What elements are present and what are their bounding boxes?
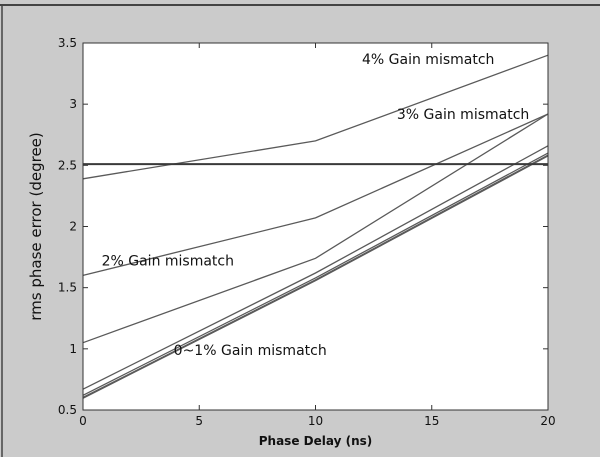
x-axis-label: Phase Delay (ns) [259,434,373,448]
y-tick-label: 3.5 [58,36,77,50]
series-line-6 [82,54,549,180]
x-tick-label: 0 [79,414,87,428]
series-line-1 [82,154,549,399]
axes-background [83,43,548,410]
y-tick-label: 0.5 [58,403,77,417]
x-tick-label: 5 [195,414,203,428]
series-line-3 [82,145,549,390]
annotations-layer: 4% Gain mismatch 3% Gain mismatch 2% Gain … [102,52,530,359]
y-tick-label: 2.5 [58,158,77,172]
x-tick-label: 20 [540,414,555,428]
y-tick-label: 1 [69,342,77,356]
y-tick-label: 3 [69,97,77,111]
y-tick-label: 2 [69,220,77,234]
annotation-label-1: 4% Gain mismatch [362,52,494,68]
annotation-label-3: 2% Gain mismatch [102,254,234,270]
series-line-2 [82,152,549,396]
lines-layer [82,54,549,399]
y-tick-label: 1.5 [58,281,77,295]
x-tick-label: 10 [308,414,323,428]
y-axis-label: rms phase error (degree) [27,132,45,320]
series-line-4 [82,113,549,344]
annotation-label-2: 3% Gain mismatch [397,107,529,123]
axes-frame [82,42,549,411]
annotation-label-4: 0~1% Gain mismatch [174,343,327,359]
tick-labels-layer: 0 5 10 15 20 0.5 1 1.5 2 2.5 3 3.5 [58,36,556,428]
x-tick-label: 15 [424,414,439,428]
series-line-5 [82,113,549,277]
